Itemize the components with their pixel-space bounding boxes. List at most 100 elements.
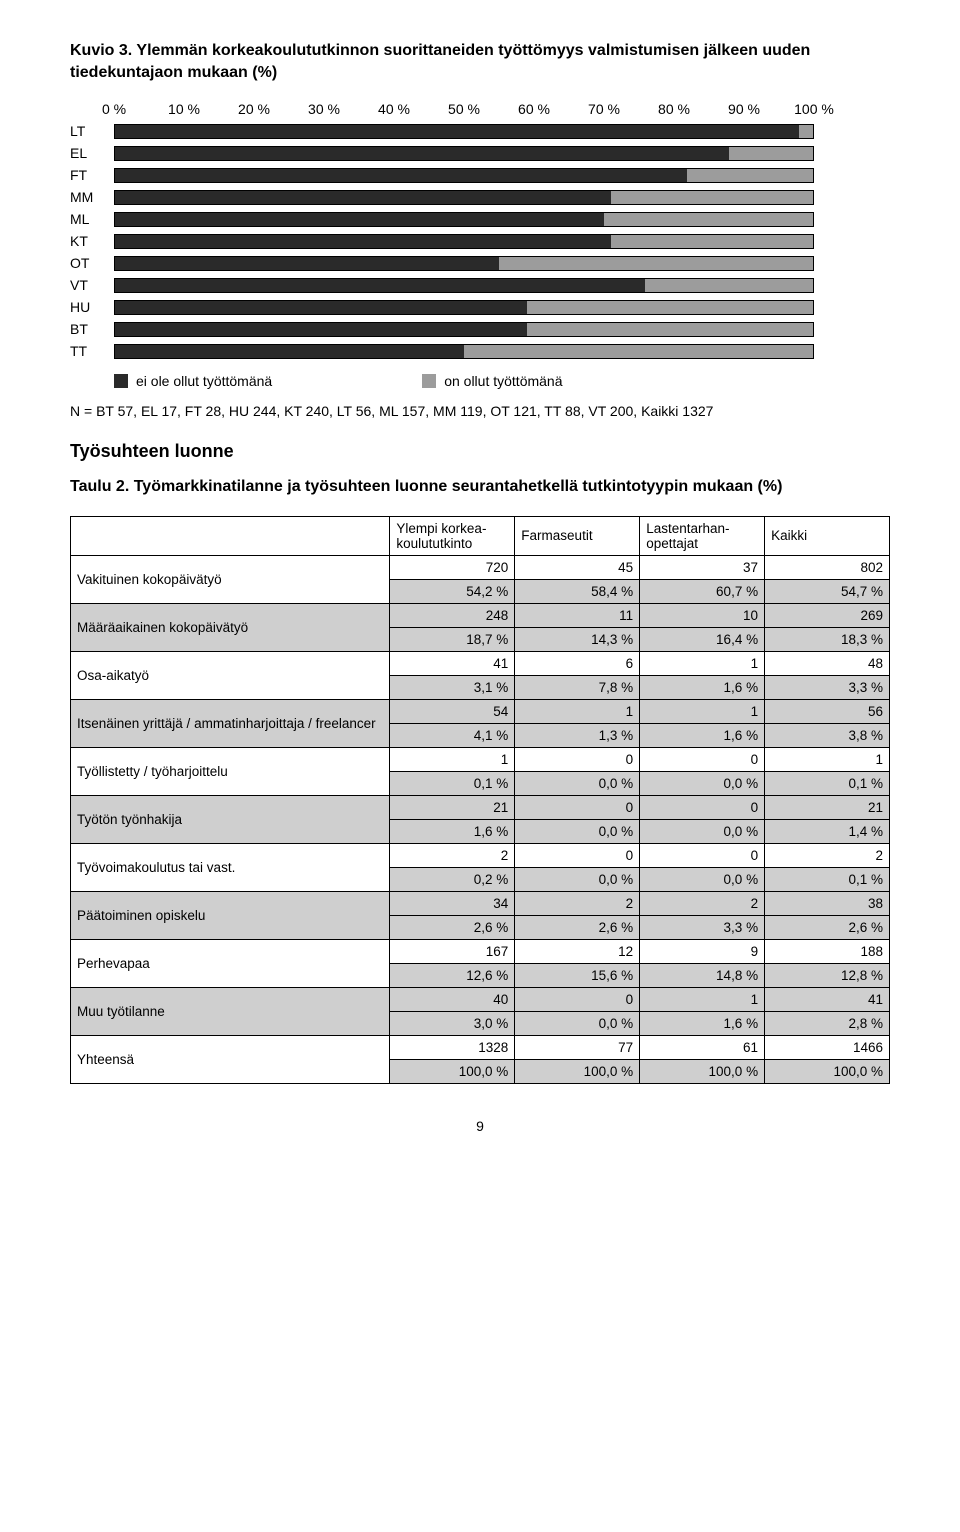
table-cell: 11 bbox=[515, 603, 640, 627]
legend-swatch-dark bbox=[114, 374, 128, 388]
table-cell: 12,8 % bbox=[765, 963, 890, 987]
table-row: Itsenäinen yrittäjä / ammatinharjoittaja… bbox=[71, 699, 890, 723]
table-col-header: Kaikki bbox=[765, 516, 890, 555]
table-cell: 3,8 % bbox=[765, 723, 890, 747]
table-cell: 0,2 % bbox=[390, 867, 515, 891]
chart-row: KT bbox=[70, 233, 890, 249]
table-cell: 41 bbox=[765, 987, 890, 1011]
table-row-label: Työtön työnhakija bbox=[71, 795, 390, 843]
table-cell: 0 bbox=[640, 747, 765, 771]
table-cell: 41 bbox=[390, 651, 515, 675]
table-cell: 167 bbox=[390, 939, 515, 963]
chart-row-label: BT bbox=[70, 321, 114, 337]
table-cell: 61 bbox=[640, 1035, 765, 1059]
table-cell: 48 bbox=[765, 651, 890, 675]
table-cell: 1,6 % bbox=[640, 675, 765, 699]
chart-bar bbox=[114, 168, 814, 183]
table-cell: 0,1 % bbox=[390, 771, 515, 795]
chart-row: BT bbox=[70, 321, 890, 337]
chart-row-label: HU bbox=[70, 299, 114, 315]
x-tick: 80 % bbox=[658, 101, 690, 117]
table-row: Määräaikainen kokopäivätyö2481110269 bbox=[71, 603, 890, 627]
table-cell: 18,7 % bbox=[390, 627, 515, 651]
table-cell: 1328 bbox=[390, 1035, 515, 1059]
table-cell: 100,0 % bbox=[765, 1059, 890, 1083]
chart-bar-not bbox=[115, 125, 799, 138]
table-row-label: Määräaikainen kokopäivätyö bbox=[71, 603, 390, 651]
x-tick: 30 % bbox=[308, 101, 340, 117]
chart-bar-not bbox=[115, 345, 464, 358]
table-cell: 2 bbox=[390, 843, 515, 867]
table-cell: 100,0 % bbox=[515, 1059, 640, 1083]
table-cell: 2,6 % bbox=[765, 915, 890, 939]
chart-row: FT bbox=[70, 167, 890, 183]
legend-label-not: ei ole ollut työttömänä bbox=[136, 373, 272, 389]
table-row-label: Vakituinen kokopäivätyö bbox=[71, 555, 390, 603]
table-row: Muu työtilanne400141 bbox=[71, 987, 890, 1011]
table-cell: 0,0 % bbox=[640, 867, 765, 891]
table-col-header: Ylempi korkea­koulututkinto bbox=[390, 516, 515, 555]
chart-caption-rest: Ylemmän korkeakoulututkinnon suorittanei… bbox=[70, 42, 810, 81]
table-cell: 0 bbox=[640, 795, 765, 819]
chart-bar-not bbox=[115, 279, 645, 292]
table-cell: 34 bbox=[390, 891, 515, 915]
chart-row: ML bbox=[70, 211, 890, 227]
table-cell: 1 bbox=[640, 651, 765, 675]
table-caption: Taulu 2. Työmarkkinatilanne ja työsuhtee… bbox=[70, 476, 890, 498]
table-cell: 2,8 % bbox=[765, 1011, 890, 1035]
table-cell: 0 bbox=[640, 843, 765, 867]
table-cell: 188 bbox=[765, 939, 890, 963]
table-cell: 56 bbox=[765, 699, 890, 723]
chart-row: HU bbox=[70, 299, 890, 315]
table-cell: 100,0 % bbox=[390, 1059, 515, 1083]
table-row: Osa-aikatyö416148 bbox=[71, 651, 890, 675]
table-cell: 14,3 % bbox=[515, 627, 640, 651]
chart-bar bbox=[114, 190, 814, 205]
chart-row-label: OT bbox=[70, 255, 114, 271]
x-tick: 40 % bbox=[378, 101, 410, 117]
table-row-label: Osa-aikatyö bbox=[71, 651, 390, 699]
chart-bar-not bbox=[115, 169, 687, 182]
chart-bar-not bbox=[115, 147, 729, 160]
table-cell: 1,3 % bbox=[515, 723, 640, 747]
chart-bar bbox=[114, 146, 814, 161]
table-cell: 0,0 % bbox=[515, 771, 640, 795]
table-cell: 58,4 % bbox=[515, 579, 640, 603]
table-cell: 1 bbox=[640, 699, 765, 723]
table-cell: 2 bbox=[515, 891, 640, 915]
table-col-header: Lastentarhan­opettajat bbox=[640, 516, 765, 555]
table-cell: 10 bbox=[640, 603, 765, 627]
data-table: Ylempi korkea­koulututkintoFarmaseutitLa… bbox=[70, 516, 890, 1084]
table-cell: 37 bbox=[640, 555, 765, 579]
chart-bar-not bbox=[115, 301, 527, 314]
table-cell: 802 bbox=[765, 555, 890, 579]
table-cell: 1,4 % bbox=[765, 819, 890, 843]
table-row-label: Perhevapaa bbox=[71, 939, 390, 987]
table-cell: 45 bbox=[515, 555, 640, 579]
table-row-label: Yhteensä bbox=[71, 1035, 390, 1083]
table-cell: 12 bbox=[515, 939, 640, 963]
table-cell: 15,6 % bbox=[515, 963, 640, 987]
table-cell: 0 bbox=[515, 987, 640, 1011]
chart-bar-not bbox=[115, 213, 604, 226]
table-caption-prefix: Taulu 2. bbox=[70, 478, 129, 495]
chart-row-label: EL bbox=[70, 145, 114, 161]
table-cell: 0,0 % bbox=[515, 819, 640, 843]
chart-bar-not bbox=[115, 257, 499, 270]
table-cell: 2 bbox=[765, 843, 890, 867]
chart-row-label: MM bbox=[70, 189, 114, 205]
table-cell: 1466 bbox=[765, 1035, 890, 1059]
table-cell: 12,6 % bbox=[390, 963, 515, 987]
table-cell: 60,7 % bbox=[640, 579, 765, 603]
chart-bar bbox=[114, 322, 814, 337]
chart-legend: ei ole ollut työttömänä on ollut työttöm… bbox=[114, 373, 890, 389]
chart-bar bbox=[114, 212, 814, 227]
chart-row: OT bbox=[70, 255, 890, 271]
table-cell: 21 bbox=[390, 795, 515, 819]
table-cell: 0,0 % bbox=[515, 1011, 640, 1035]
chart-x-axis: 0 %10 %20 %30 %40 %50 %60 %70 %80 %90 %1… bbox=[114, 101, 814, 123]
section-heading: Työsuhteen luonne bbox=[70, 441, 890, 462]
chart-rows: LTELFTMMMLKTOTVTHUBTTT bbox=[70, 123, 890, 359]
table-cell: 18,3 % bbox=[765, 627, 890, 651]
x-tick: 0 % bbox=[102, 101, 126, 117]
